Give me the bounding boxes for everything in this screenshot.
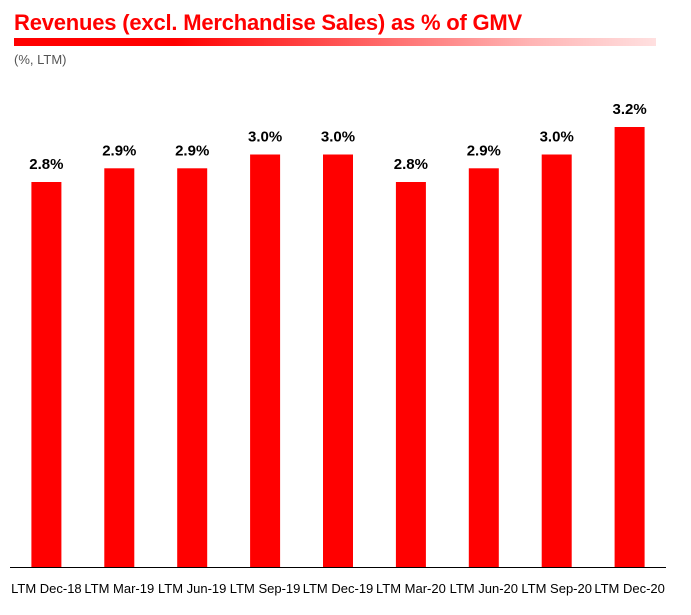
chart-subtitle: (%, LTM)	[14, 52, 67, 67]
bar-ltm-mar-20	[395, 182, 426, 567]
bar-ltm-jun-19	[177, 168, 208, 568]
x-tick-label: LTM Dec-20	[594, 581, 665, 596]
data-label: 2.8%	[394, 156, 428, 173]
x-tick-label: LTM Mar-20	[376, 581, 446, 596]
bar-ltm-dec-20	[614, 127, 645, 567]
bar-ltm-sep-20	[541, 154, 572, 567]
title-underline-bar	[14, 38, 656, 46]
data-label: 2.8%	[29, 156, 63, 173]
data-label: 2.9%	[102, 142, 136, 159]
data-label: 3.2%	[612, 101, 646, 118]
x-tick-label: LTM Sep-19	[230, 581, 301, 596]
bar-ltm-dec-19	[323, 154, 353, 567]
chart-title: Revenues (excl. Merchandise Sales) as % …	[14, 10, 523, 35]
bar-ltm-dec-18	[31, 182, 62, 567]
data-label: 3.0%	[321, 129, 355, 146]
data-labels-group: 2.8% 2.9% 2.9% 3.0% 3.0% 2.8% 2.9% 3.0% 3.2%	[29, 101, 646, 173]
data-label: 3.0%	[540, 129, 574, 146]
bars-group	[31, 127, 645, 568]
x-tick-label: LTM Sep-20	[521, 581, 592, 596]
x-tick-label: LTM Jun-20	[450, 581, 518, 596]
x-tick-label: LTM Mar-19	[84, 581, 154, 596]
data-label: 2.9%	[175, 142, 209, 159]
x-tick-labels-group: LTM Dec-18 LTM Mar-19 LTM Jun-19 LTM Sep-19…	[11, 581, 665, 596]
bar-ltm-sep-19	[250, 154, 281, 567]
x-tick-label: LTM Dec-18	[11, 581, 82, 596]
data-label: 3.0%	[248, 129, 282, 146]
x-tick-label: LTM Dec-19	[303, 581, 374, 596]
data-label: 2.9%	[467, 142, 501, 159]
bar-ltm-jun-20	[468, 168, 499, 568]
bar-ltm-mar-19	[104, 168, 135, 568]
x-tick-label: LTM Jun-19	[158, 581, 226, 596]
